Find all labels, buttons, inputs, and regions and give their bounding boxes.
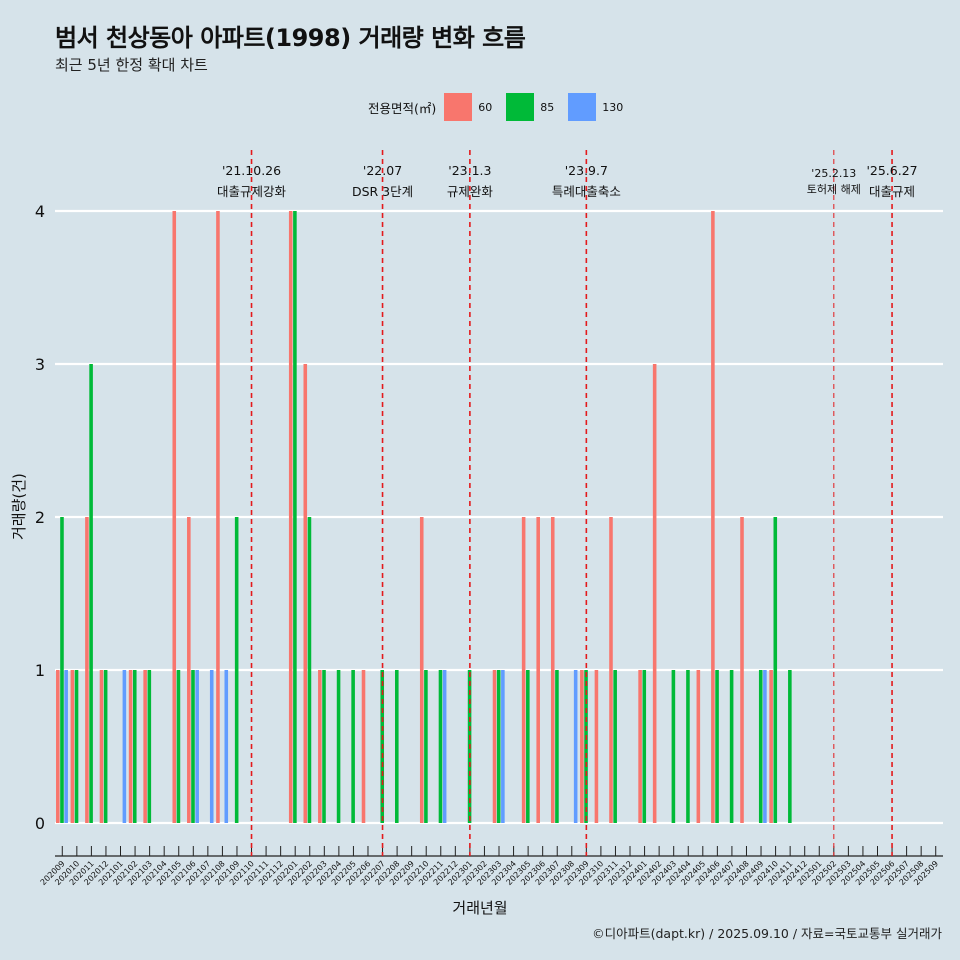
bar-202203-85 xyxy=(322,670,326,823)
bar-202010-85 xyxy=(74,670,79,823)
bar-202106-130 xyxy=(195,670,199,823)
bar-202201-85 xyxy=(293,211,297,823)
bar-202409-85 xyxy=(758,670,763,823)
legend-swatch-130 xyxy=(568,93,597,121)
bar-202202-85 xyxy=(307,517,312,823)
bar-202205-85 xyxy=(351,670,355,823)
bar-202306-60 xyxy=(536,517,540,823)
legend-title: 전용면적(㎡) xyxy=(368,100,437,116)
bar-202102-60 xyxy=(128,670,133,823)
bar-202106-60 xyxy=(187,517,191,823)
y-tick-label-4: 4 xyxy=(35,202,45,221)
bar-202409-130 xyxy=(763,670,767,823)
legend: 전용면적(㎡) 60 85 130 xyxy=(368,93,637,121)
y-tick-label-3: 3 xyxy=(35,355,45,374)
bar-202012-85 xyxy=(103,670,108,823)
bar-202103-85 xyxy=(147,670,152,823)
bar-202204-85 xyxy=(336,670,341,823)
bar-202105-85 xyxy=(176,670,181,823)
legend-swatch-85 xyxy=(506,93,535,121)
bar-202410-85 xyxy=(773,517,778,823)
bar-202102-85 xyxy=(132,670,137,823)
bar-202406-85 xyxy=(715,670,719,823)
bar-202106-85 xyxy=(191,670,195,823)
event-date-5: '25.6.27 xyxy=(866,163,917,178)
event-date-4: '25.2.13 xyxy=(811,167,856,180)
event-label-3: 특례대출축소 xyxy=(552,184,621,199)
bar-202210-60 xyxy=(419,517,424,823)
legend-item-130: 130 xyxy=(568,93,631,121)
bar-202011-60 xyxy=(85,517,89,823)
event-label-0: 대출규제강화 xyxy=(217,184,287,199)
event-date-0: '21.10.26 xyxy=(222,163,281,178)
bar-202101-130 xyxy=(122,670,127,823)
source-caption: ©디아파트(dapt.kr) / 2025.09.10 / 자료=국토교통부 실… xyxy=(592,926,942,941)
bar-202108-130 xyxy=(224,670,229,823)
y-tick-label-2: 2 xyxy=(35,508,45,527)
event-date-3: '23.9.7 xyxy=(565,163,608,178)
bar-202009-60 xyxy=(56,670,60,823)
bar-202311-60 xyxy=(609,517,613,823)
bar-202404-85 xyxy=(686,670,690,823)
bar-202311-85 xyxy=(613,670,617,823)
event-label-5: 대출규제 xyxy=(869,184,915,199)
bar-202402-60 xyxy=(652,364,657,823)
legend-label-60: 60 xyxy=(478,100,493,114)
bar-202010-60 xyxy=(70,670,75,823)
bar-202210-85 xyxy=(424,670,428,823)
bar-202108-60 xyxy=(216,211,220,823)
bar-202411-85 xyxy=(788,670,792,823)
legend-label-85: 85 xyxy=(540,100,555,114)
bar-202201-60 xyxy=(288,211,293,823)
bar-202310-60 xyxy=(594,670,599,823)
bar-202408-60 xyxy=(740,517,744,823)
legend-item-85: 85 xyxy=(506,93,562,121)
bar-202305-85 xyxy=(526,670,530,823)
bar-202406-60 xyxy=(711,211,715,823)
bar-202009-85 xyxy=(60,517,64,823)
event-label-1: DSR 3단계 xyxy=(352,184,413,199)
x-axis-label: 거래년월 xyxy=(452,899,508,917)
bar-202107-130 xyxy=(209,670,214,823)
bar-202308-130 xyxy=(573,670,578,823)
y-axis-label: 거래량(건) xyxy=(10,473,28,540)
y-tick-label-0: 0 xyxy=(35,814,45,833)
bar-202401-60 xyxy=(638,670,642,823)
event-date-1: '22.07 xyxy=(363,163,402,178)
bar-202407-85 xyxy=(729,670,734,823)
bar-202012-60 xyxy=(99,670,104,823)
bar-202208-85 xyxy=(395,670,399,823)
bar-202303-85 xyxy=(496,670,501,823)
legend-swatch-60 xyxy=(444,93,473,121)
bar-202009-130 xyxy=(64,670,68,823)
bar-202307-85 xyxy=(555,670,559,823)
bar-202109-85 xyxy=(234,517,239,823)
chart-title: 범서 천상동아 아파트(1998) 거래량 변화 흐름 xyxy=(55,24,526,52)
bar-202309-60 xyxy=(580,670,584,823)
bar-202202-60 xyxy=(303,364,308,823)
bar-202011-85 xyxy=(89,364,93,823)
bar-202206-60 xyxy=(361,670,366,823)
bar-202401-85 xyxy=(642,670,647,823)
event-date-2: '23.1.3 xyxy=(448,163,491,178)
event-label-2: 규제완화 xyxy=(447,184,494,199)
bar-202410-60 xyxy=(769,670,773,823)
bar-202307-60 xyxy=(550,517,555,823)
chart-subtitle: 최근 5년 한정 확대 차트 xyxy=(55,56,208,74)
y-tick-label-1: 1 xyxy=(35,661,45,680)
bar-202405-60 xyxy=(696,670,701,823)
legend-label-130: 130 xyxy=(602,100,624,114)
bar-202303-130 xyxy=(501,670,505,823)
event-label-4: 토허제 해제 xyxy=(807,182,861,196)
bar-202211-85 xyxy=(438,670,443,823)
bar-202203-60 xyxy=(318,670,322,823)
bar-202305-60 xyxy=(521,517,526,823)
bar-202211-130 xyxy=(442,670,447,823)
bar-202303-60 xyxy=(492,670,497,823)
legend-item-60: 60 xyxy=(444,93,500,121)
bar-202103-60 xyxy=(143,670,147,823)
bar-202403-85 xyxy=(671,670,676,823)
bar-202105-60 xyxy=(172,211,177,823)
